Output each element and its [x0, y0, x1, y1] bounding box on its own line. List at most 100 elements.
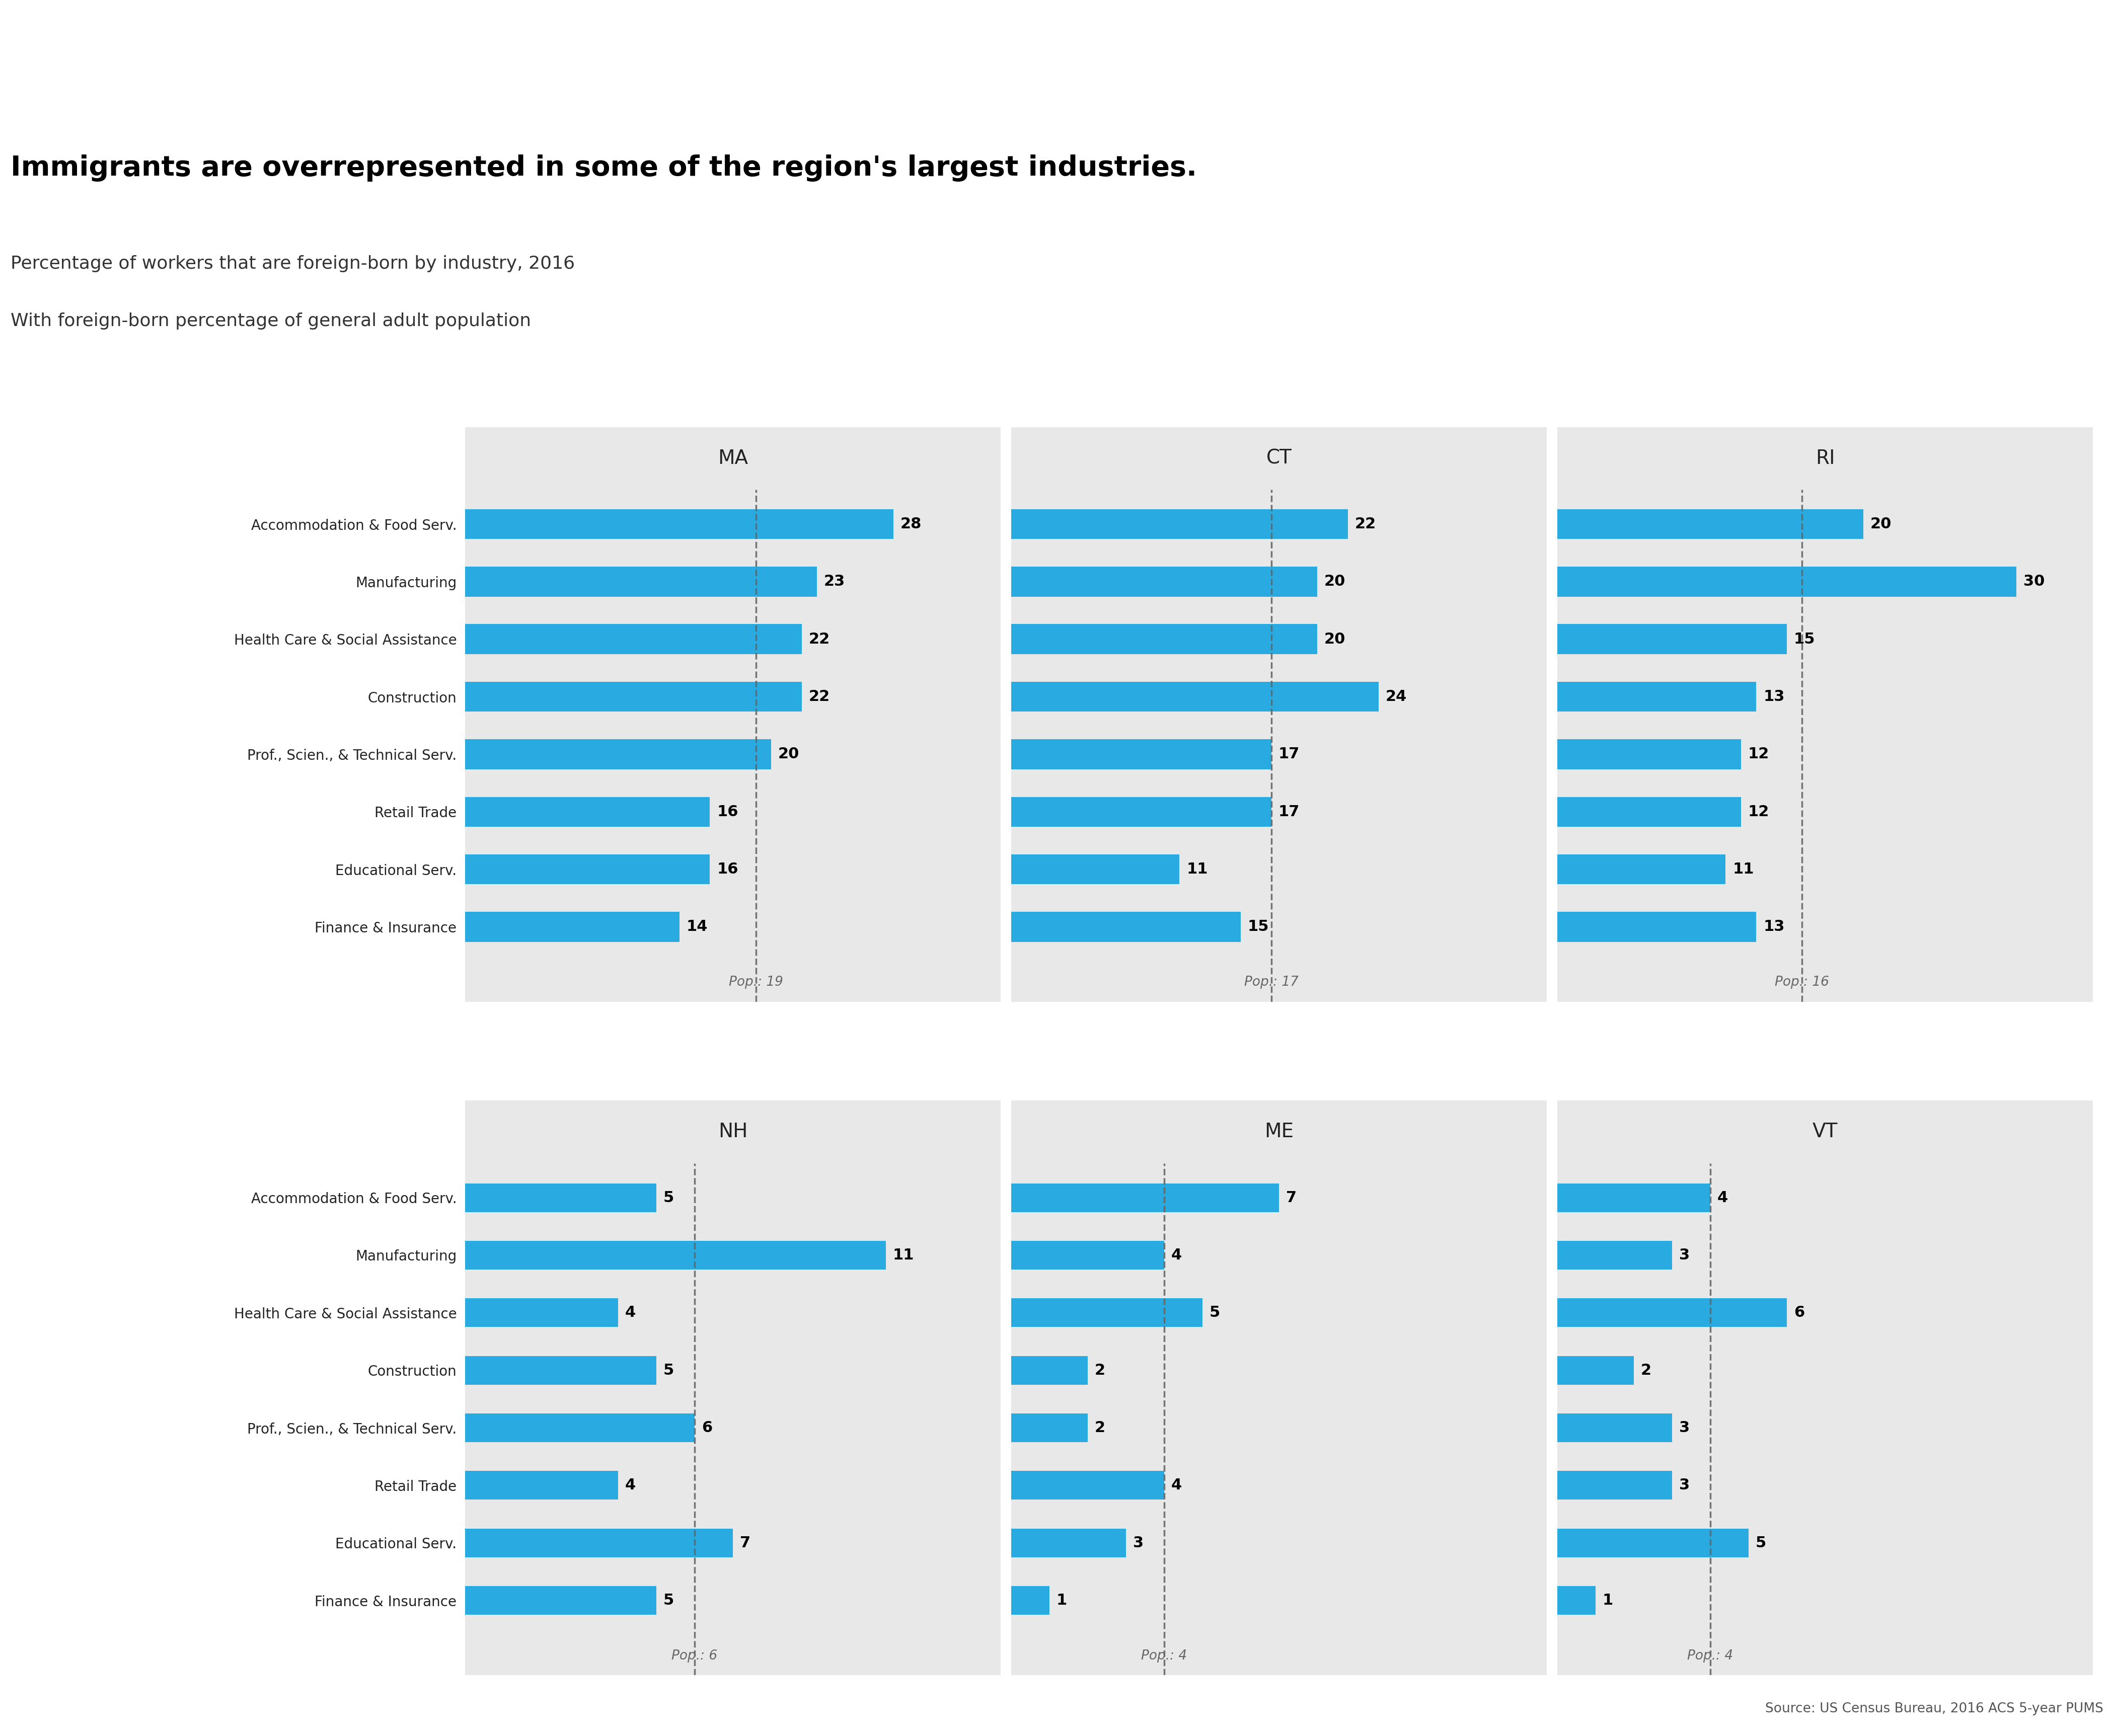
Bar: [1558, 1413, 1672, 1443]
Bar: [465, 682, 801, 712]
Text: 1: 1: [1602, 1594, 1613, 1608]
Text: 5: 5: [1755, 1536, 1765, 1550]
Text: 5: 5: [664, 1363, 674, 1378]
Bar: [465, 1587, 655, 1614]
Text: 3: 3: [1679, 1420, 1689, 1436]
Text: 22: 22: [810, 689, 831, 705]
Text: 4: 4: [1717, 1191, 1727, 1205]
Text: 11: 11: [892, 1248, 913, 1262]
Text: 22: 22: [810, 632, 831, 646]
Bar: [1558, 1587, 1596, 1614]
Text: RI: RI: [1816, 448, 1835, 469]
Text: Pop.: 4: Pop.: 4: [1687, 1649, 1733, 1663]
Text: 22: 22: [1355, 517, 1376, 531]
Text: 20: 20: [778, 746, 799, 762]
Text: 5: 5: [664, 1191, 674, 1205]
Text: 4: 4: [626, 1305, 636, 1319]
Bar: [1010, 1299, 1203, 1326]
Bar: [1558, 740, 1742, 769]
Text: Pop.: 19: Pop.: 19: [729, 976, 782, 990]
Bar: [1558, 682, 1757, 712]
Text: 5: 5: [1209, 1305, 1220, 1319]
Text: 4: 4: [1171, 1248, 1182, 1262]
Text: 20: 20: [1323, 575, 1345, 589]
Text: 12: 12: [1748, 804, 1769, 819]
Text: VT: VT: [1812, 1121, 1837, 1142]
Text: 6: 6: [702, 1420, 712, 1436]
Text: 1: 1: [1057, 1594, 1068, 1608]
Bar: [1558, 509, 1862, 540]
Text: 7: 7: [740, 1536, 750, 1550]
Bar: [1558, 1241, 1672, 1269]
Text: With foreign-born percentage of general adult population: With foreign-born percentage of general …: [11, 312, 531, 330]
Bar: [1010, 1470, 1165, 1500]
Text: 24: 24: [1385, 689, 1406, 705]
Text: Source: US Census Bureau, 2016 ACS 5-year PUMS: Source: US Census Bureau, 2016 ACS 5-yea…: [1765, 1701, 2103, 1715]
Bar: [1010, 854, 1180, 884]
Bar: [465, 1356, 655, 1385]
Bar: [1558, 854, 1725, 884]
Text: Pop.: 4: Pop.: 4: [1142, 1649, 1188, 1663]
Bar: [1558, 797, 1742, 826]
Text: 17: 17: [1279, 746, 1300, 762]
Bar: [465, 509, 894, 540]
Text: Percentage of workers that are foreign-born by industry, 2016: Percentage of workers that are foreign-b…: [11, 255, 575, 273]
Bar: [465, 566, 816, 597]
Text: 28: 28: [901, 517, 922, 531]
Text: 5: 5: [664, 1594, 674, 1608]
Bar: [1558, 1356, 1634, 1385]
Bar: [1558, 1528, 1748, 1557]
Text: Pop.: 16: Pop.: 16: [1776, 976, 1829, 990]
Text: 3: 3: [1133, 1536, 1144, 1550]
Text: Pop.: 6: Pop.: 6: [672, 1649, 717, 1663]
Bar: [465, 1299, 617, 1326]
Bar: [1010, 797, 1271, 826]
Text: MA: MA: [719, 448, 748, 469]
Bar: [1010, 1356, 1089, 1385]
Bar: [1558, 1184, 1710, 1212]
Bar: [1010, 1413, 1089, 1443]
Bar: [465, 1184, 655, 1212]
Bar: [465, 797, 710, 826]
Text: 14: 14: [687, 920, 708, 934]
Text: 23: 23: [824, 575, 846, 589]
Text: 3: 3: [1679, 1248, 1689, 1262]
Bar: [1010, 1241, 1165, 1269]
Text: NH: NH: [719, 1121, 748, 1142]
Bar: [465, 1413, 696, 1443]
Text: ME: ME: [1264, 1121, 1294, 1142]
Bar: [1558, 1299, 1786, 1326]
Bar: [1558, 566, 2017, 597]
Text: 4: 4: [1171, 1477, 1182, 1493]
Bar: [465, 911, 679, 943]
Text: CT: CT: [1266, 448, 1292, 469]
Bar: [465, 1241, 886, 1269]
Bar: [465, 625, 801, 654]
Bar: [1010, 1587, 1049, 1614]
Bar: [1010, 566, 1317, 597]
Text: 16: 16: [717, 863, 738, 877]
Bar: [1558, 911, 1757, 943]
Text: 7: 7: [1285, 1191, 1296, 1205]
Text: 11: 11: [1186, 863, 1207, 877]
Text: 2: 2: [1095, 1420, 1106, 1436]
Text: 6: 6: [1795, 1305, 1805, 1319]
Bar: [465, 1470, 617, 1500]
Text: 2: 2: [1640, 1363, 1651, 1378]
Bar: [1010, 682, 1378, 712]
Bar: [465, 854, 710, 884]
Text: 16: 16: [717, 804, 738, 819]
Text: 17: 17: [1279, 804, 1300, 819]
Text: Pop.: 17: Pop.: 17: [1245, 976, 1298, 990]
Text: 15: 15: [1795, 632, 1816, 646]
Bar: [1010, 1184, 1279, 1212]
Bar: [1010, 509, 1349, 540]
Bar: [465, 740, 772, 769]
Text: Immigrants are overrepresented in some of the region's largest industries.: Immigrants are overrepresented in some o…: [11, 155, 1197, 182]
Text: 12: 12: [1748, 746, 1769, 762]
Text: 30: 30: [2023, 575, 2044, 589]
Text: 3: 3: [1679, 1477, 1689, 1493]
Bar: [1558, 625, 1786, 654]
Text: 20: 20: [1871, 517, 1892, 531]
Bar: [1010, 1528, 1127, 1557]
